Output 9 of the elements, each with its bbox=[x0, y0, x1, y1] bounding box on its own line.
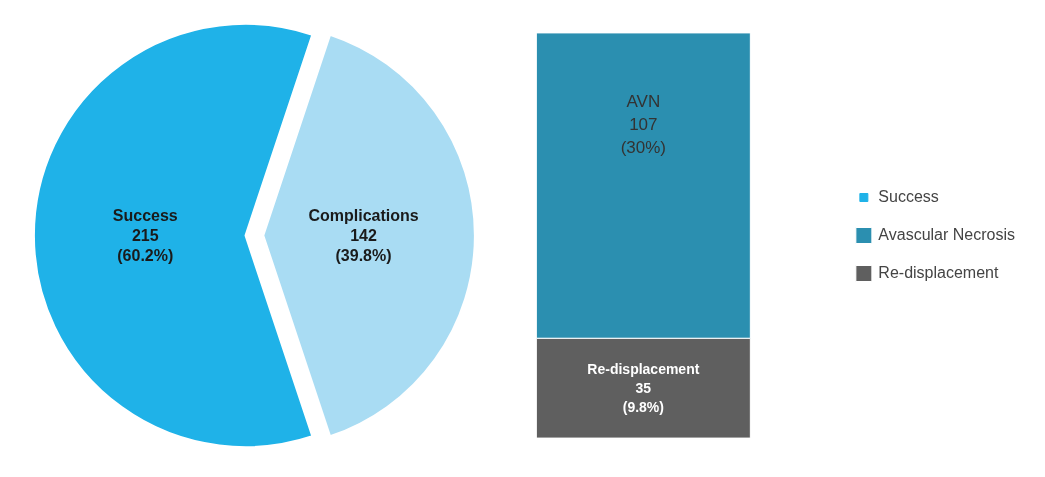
legend-label: Success bbox=[878, 188, 939, 206]
legend-label: Re-displacement bbox=[878, 264, 999, 282]
slice-label: Complications bbox=[308, 206, 419, 224]
data-label: Re-displacement 35 (9.8%) bbox=[587, 360, 700, 416]
data-label: 215 (60.2%) bbox=[117, 227, 174, 265]
data-label: 142 (39.8%) bbox=[335, 227, 392, 265]
slice-label: Success bbox=[112, 206, 178, 224]
legend-label: Avascular Necrosis bbox=[878, 226, 1015, 244]
data-label: AVN 107 (30%) bbox=[620, 92, 667, 157]
